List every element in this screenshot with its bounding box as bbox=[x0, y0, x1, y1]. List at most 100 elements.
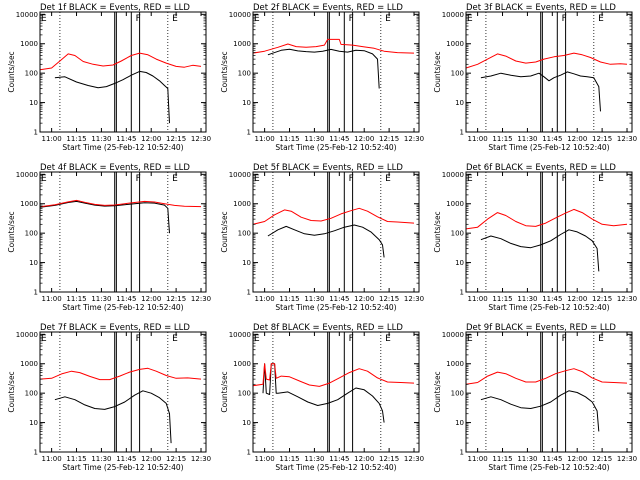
y-tick-label: 10 bbox=[29, 99, 38, 107]
x-tick-label: 12:30 bbox=[404, 455, 424, 463]
y-axis-label: Counts/sec bbox=[220, 371, 229, 412]
x-tick-label: 11:15 bbox=[492, 295, 512, 303]
y-tick-label: 1000 bbox=[20, 360, 38, 368]
x-tick-label: 11:00 bbox=[468, 455, 488, 463]
y-tick-label: 10000 bbox=[16, 171, 38, 179]
y-tick-label: 1 bbox=[34, 449, 38, 457]
x-tick-label: 12:30 bbox=[191, 295, 211, 303]
series-line-events bbox=[480, 229, 600, 272]
y-tick-label: 10000 bbox=[229, 331, 251, 339]
panel-title: Det 9f BLACK = Events, RED = LLD bbox=[466, 323, 616, 333]
x-tick-label: 11:15 bbox=[279, 295, 299, 303]
x-tick-label: 12:30 bbox=[191, 135, 211, 143]
x-tick-label: 11:45 bbox=[329, 455, 349, 463]
series-line-lld bbox=[465, 52, 628, 69]
y-tick-label: 10 bbox=[242, 419, 251, 427]
x-tick-label: 11:30 bbox=[91, 295, 111, 303]
y-tick-label: 100 bbox=[25, 70, 38, 78]
x-tick-label: 11:15 bbox=[279, 135, 299, 143]
plot-frame bbox=[39, 331, 207, 453]
y-tick-label: 10000 bbox=[442, 331, 464, 339]
x-tick-label: 11:30 bbox=[304, 455, 324, 463]
y-axis-label: Counts/sec bbox=[7, 371, 16, 412]
x-tick-label: 12:15 bbox=[592, 135, 612, 143]
plot-frame bbox=[39, 11, 207, 133]
panel-title: Det 6f BLACK = Events, RED = LLD bbox=[466, 163, 616, 173]
x-tick-label: 12:15 bbox=[166, 135, 186, 143]
flag-label: E bbox=[598, 174, 604, 184]
y-tick-label: 10000 bbox=[16, 11, 38, 19]
series-line-events bbox=[267, 48, 380, 89]
x-tick-label: 11:15 bbox=[66, 135, 86, 143]
x-tick-label: 11:45 bbox=[542, 135, 562, 143]
x-tick-label: 12:30 bbox=[191, 455, 211, 463]
series-line-events bbox=[262, 363, 385, 423]
y-tick-label: 100 bbox=[451, 390, 464, 398]
y-tick-label: 10000 bbox=[229, 171, 251, 179]
x-tick-label: 11:00 bbox=[468, 295, 488, 303]
y-tick-label: 1000 bbox=[446, 40, 464, 48]
x-tick-label: 11:45 bbox=[542, 295, 562, 303]
y-tick-label: 10 bbox=[455, 99, 464, 107]
x-axis-label: Start Time (25-Feb-12 10:52:40) bbox=[488, 463, 609, 472]
x-tick-label: 11:30 bbox=[517, 135, 537, 143]
x-tick-label: 11:00 bbox=[42, 295, 62, 303]
flag-label: F bbox=[562, 14, 567, 24]
y-tick-label: 1 bbox=[247, 289, 251, 297]
series-line-events bbox=[54, 70, 170, 124]
x-tick-label: 12:15 bbox=[166, 295, 186, 303]
series-line-events bbox=[480, 390, 600, 432]
series-line-lld bbox=[39, 199, 202, 208]
plot-frame bbox=[465, 171, 633, 293]
flag-label: F bbox=[349, 174, 354, 184]
y-tick-label: 100 bbox=[238, 390, 251, 398]
series-line-lld bbox=[252, 363, 415, 387]
x-tick-label: 11:00 bbox=[42, 455, 62, 463]
y-tick-label: 10 bbox=[242, 99, 251, 107]
flag-label: E bbox=[385, 14, 391, 24]
y-tick-label: 1 bbox=[460, 449, 464, 457]
x-tick-label: 12:30 bbox=[617, 295, 637, 303]
x-tick-label: 11:30 bbox=[304, 135, 324, 143]
y-tick-label: 10 bbox=[29, 419, 38, 427]
y-tick-label: 10000 bbox=[229, 11, 251, 19]
flag-label: E bbox=[385, 174, 391, 184]
x-tick-label: 12:00 bbox=[567, 135, 587, 143]
x-axis-label: Start Time (25-Feb-12 10:52:40) bbox=[275, 143, 396, 152]
y-tick-label: 1000 bbox=[233, 40, 251, 48]
x-tick-label: 12:00 bbox=[354, 135, 374, 143]
y-tick-label: 10 bbox=[29, 259, 38, 267]
x-axis-label: Start Time (25-Feb-12 10:52:40) bbox=[275, 463, 396, 472]
series-line-events bbox=[480, 71, 601, 112]
y-tick-label: 100 bbox=[451, 70, 464, 78]
y-tick-label: 100 bbox=[238, 70, 251, 78]
x-tick-label: 11:30 bbox=[304, 295, 324, 303]
x-tick-label: 12:15 bbox=[379, 135, 399, 143]
flag-label: E bbox=[172, 14, 178, 24]
x-tick-label: 11:15 bbox=[66, 455, 86, 463]
flag-label: E bbox=[254, 14, 260, 24]
flag-label: E bbox=[467, 14, 473, 24]
y-axis-label: Counts/sec bbox=[7, 211, 16, 252]
flag-label: F bbox=[349, 334, 354, 344]
flag-label: E bbox=[172, 174, 178, 184]
x-tick-label: 11:30 bbox=[517, 455, 537, 463]
x-tick-label: 12:15 bbox=[166, 455, 186, 463]
y-axis-label: Counts/sec bbox=[433, 371, 442, 412]
x-tick-label: 12:00 bbox=[141, 295, 161, 303]
flag-label: E bbox=[41, 334, 47, 344]
y-tick-label: 1000 bbox=[446, 200, 464, 208]
series-line-lld bbox=[252, 38, 415, 54]
y-tick-label: 1 bbox=[247, 449, 251, 457]
series-line-lld bbox=[252, 207, 415, 225]
flag-label: F bbox=[349, 14, 354, 24]
y-tick-label: 10000 bbox=[442, 171, 464, 179]
x-tick-label: 12:00 bbox=[141, 455, 161, 463]
x-tick-label: 11:30 bbox=[91, 135, 111, 143]
x-tick-label: 12:00 bbox=[567, 295, 587, 303]
y-axis-label: Counts/sec bbox=[220, 211, 229, 252]
